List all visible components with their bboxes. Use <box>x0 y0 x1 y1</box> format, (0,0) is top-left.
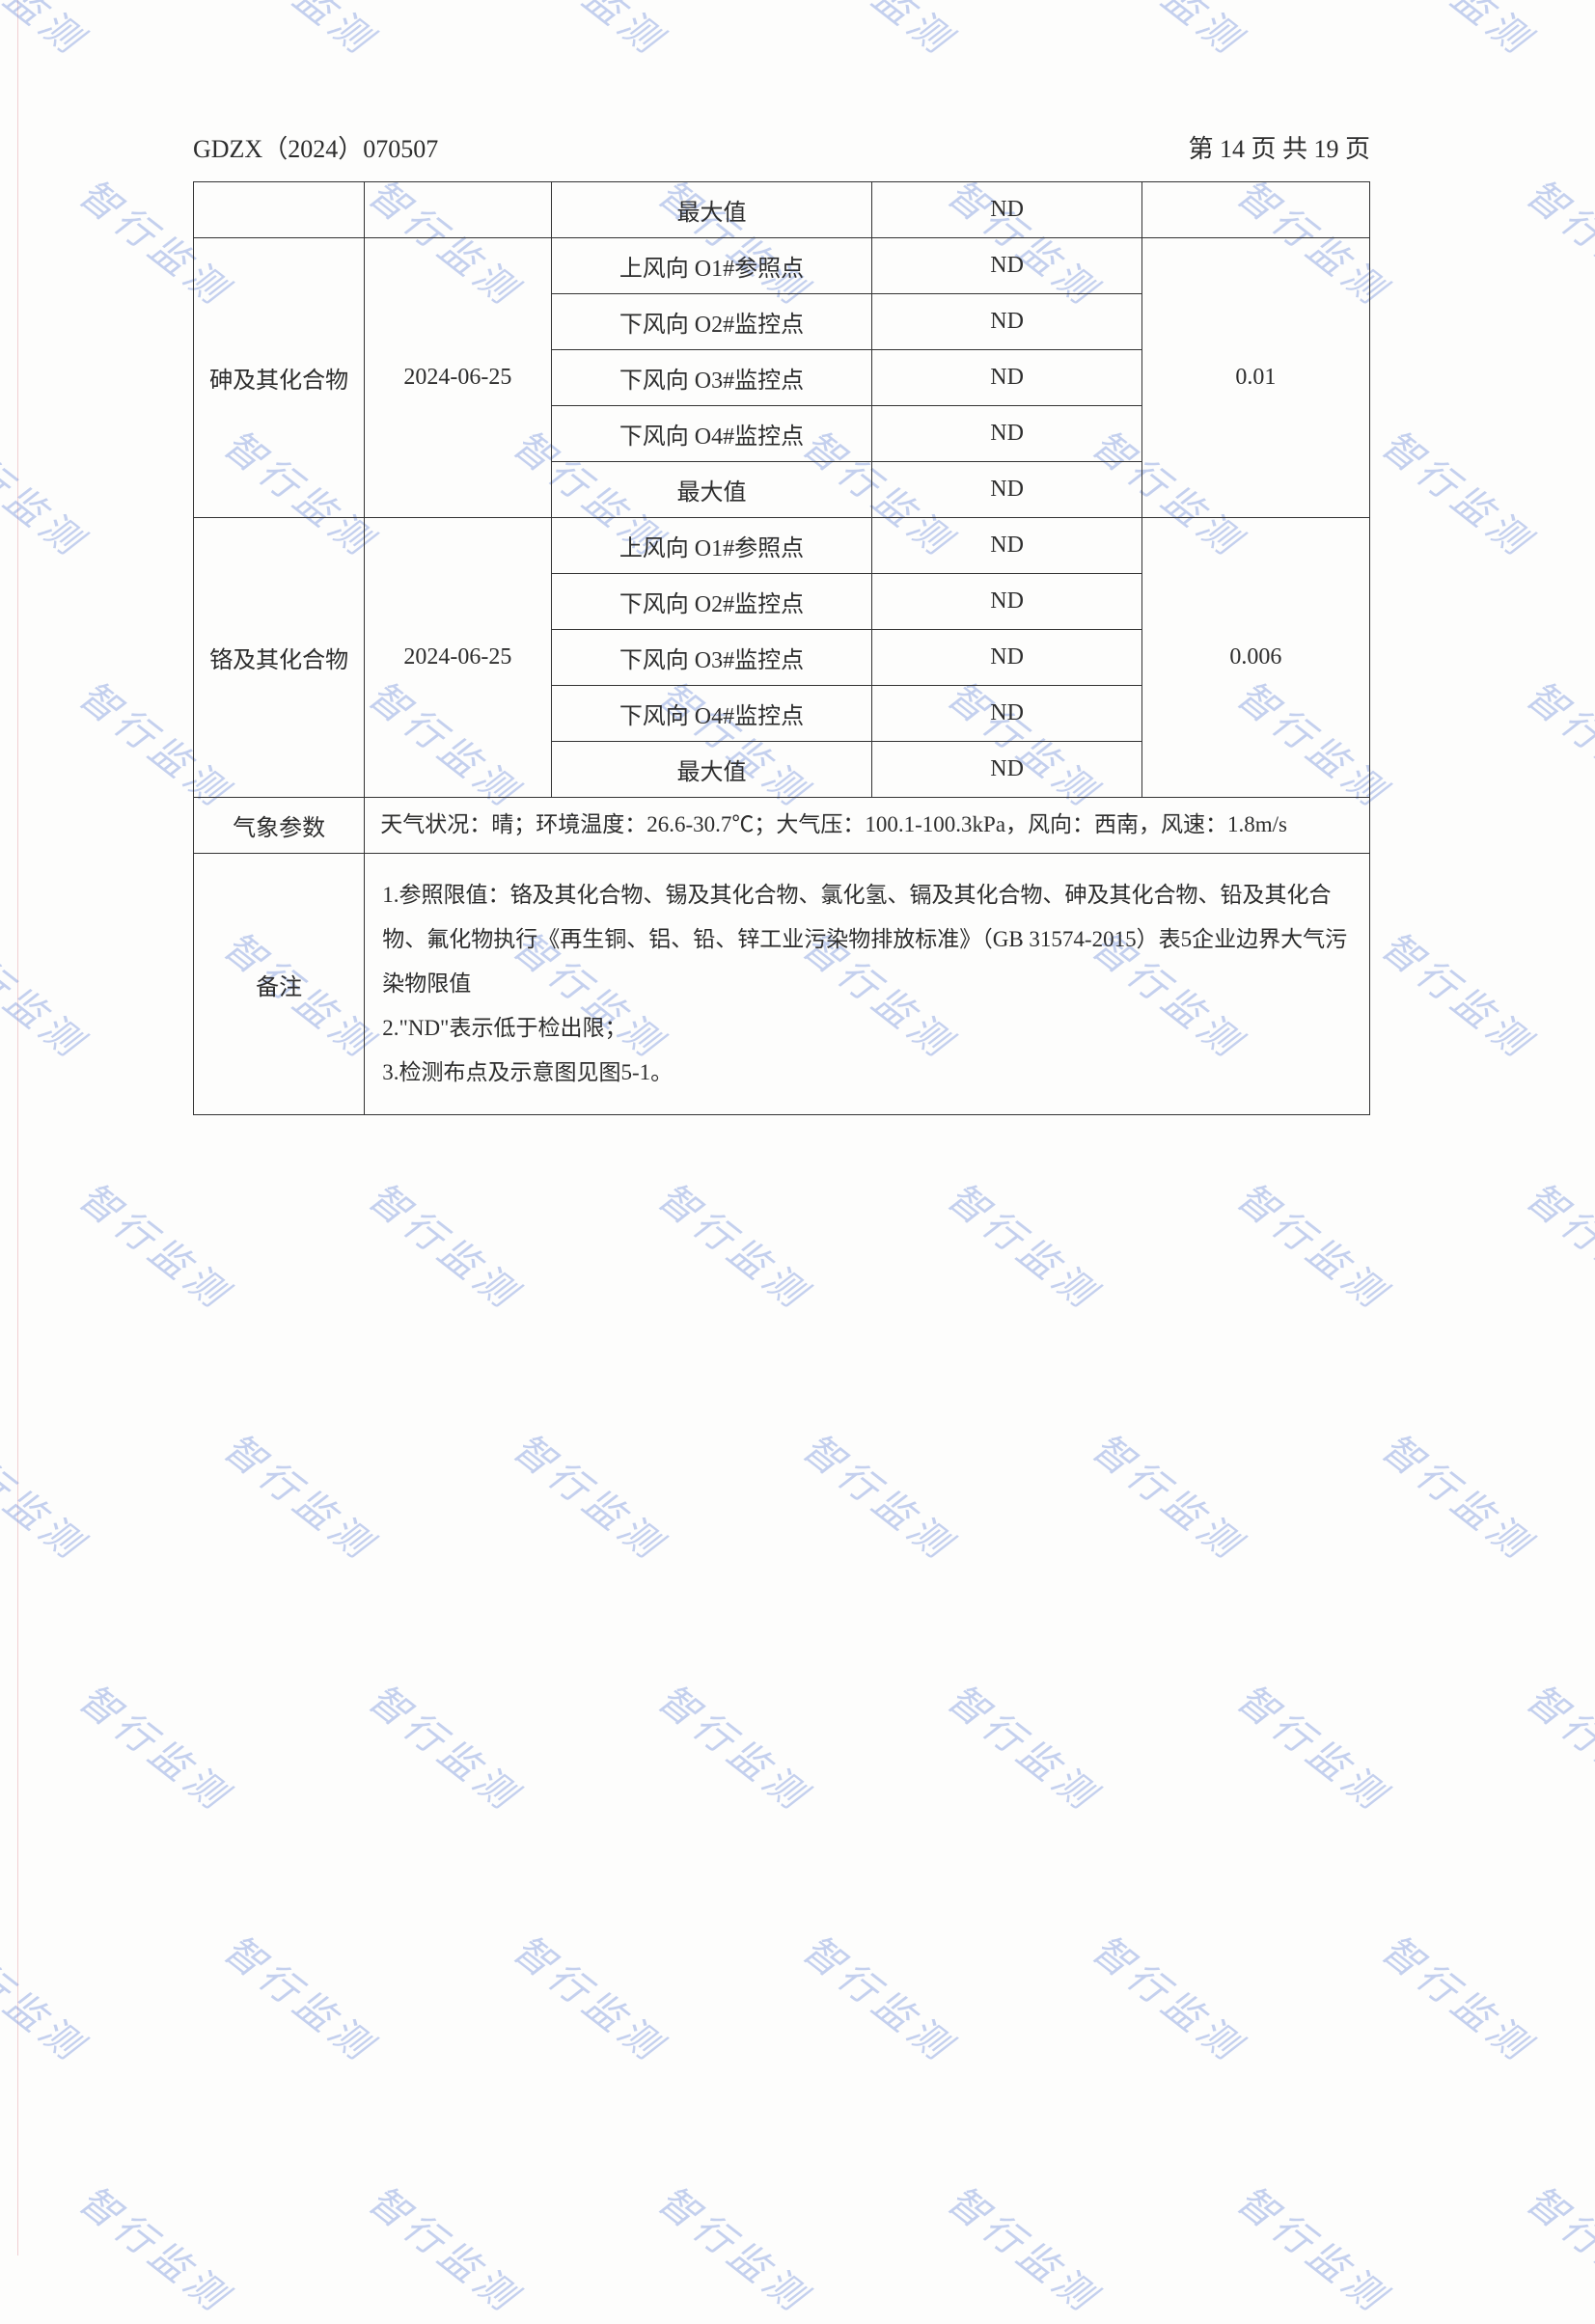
watermark-text: 智行监测 <box>359 1167 534 1321</box>
watermark-text: 智行监测 <box>0 415 98 568</box>
cell-limit: 0.01 <box>1141 238 1369 518</box>
watermark-text: 智行监测 <box>1372 0 1547 66</box>
watermark-text: 智行监测 <box>504 1418 678 1572</box>
watermark-text: 智行监测 <box>69 1167 244 1321</box>
cell-point: 下风向 O3#监控点 <box>551 630 872 686</box>
watermark-text: 智行监测 <box>1517 1167 1595 1321</box>
cell-limit: 0.006 <box>1141 518 1369 798</box>
watermark-text: 智行监测 <box>1372 916 1547 1070</box>
cell-result: ND <box>872 630 1141 686</box>
watermark-text: 智行监测 <box>1083 1920 1257 2073</box>
watermark-text: 智行监测 <box>1517 666 1595 819</box>
watermark-text: 智行监测 <box>0 1418 98 1572</box>
cell-result: ND <box>872 518 1141 574</box>
watermark-text: 智行监测 <box>504 1920 678 2073</box>
cell-param-empty <box>194 182 365 238</box>
watermark-text: 智行监测 <box>504 0 678 66</box>
watermark-text: 智行监测 <box>214 1920 389 2073</box>
watermark-text: 智行监测 <box>793 1920 968 2073</box>
watermark-text: 智行监测 <box>938 1669 1113 1822</box>
cell-point: 下风向 O4#监控点 <box>551 686 872 742</box>
watermark-text: 智行监测 <box>793 0 968 66</box>
cell-date: 2024-06-25 <box>365 238 551 518</box>
watermark-text: 智行监测 <box>1083 0 1257 66</box>
table-row: 最大值 ND <box>194 182 1370 238</box>
cell-param: 砷及其化合物 <box>194 238 365 518</box>
notes-value: 1.参照限值：铬及其化合物、锡及其化合物、氯化氢、镉及其化合物、砷及其化合物、铅… <box>365 854 1370 1115</box>
cell-param: 铬及其化合物 <box>194 518 365 798</box>
cell-point: 上风向 O1#参照点 <box>551 518 872 574</box>
document-id: GDZX（2024）070507 <box>193 129 438 165</box>
cell-point: 最大值 <box>551 182 872 238</box>
watermark-text: 智行监测 <box>648 1669 823 1822</box>
meteo-value: 天气状况：晴；环境温度：26.6-30.7℃；大气压：100.1-100.3kP… <box>365 798 1370 854</box>
watermark-text: 智行监测 <box>1372 1920 1547 2073</box>
cell-result: ND <box>872 742 1141 798</box>
cell-result: ND <box>872 406 1141 462</box>
watermark-text: 智行监测 <box>0 1920 98 2073</box>
watermark-text: 智行监测 <box>1227 1669 1402 1822</box>
cell-result: ND <box>872 462 1141 518</box>
watermark-text: 智行监测 <box>1517 1669 1595 1822</box>
results-table: 最大值 ND 砷及其化合物 2024-06-25 上风向 O1#参照点 ND 0… <box>193 181 1370 1115</box>
cell-date-empty <box>365 182 551 238</box>
cell-result: ND <box>872 182 1141 238</box>
watermark-text: 智行监测 <box>69 1669 244 1822</box>
cell-point: 下风向 O4#监控点 <box>551 406 872 462</box>
watermark-text: 智行监测 <box>1372 1418 1547 1572</box>
watermark-text: 智行监测 <box>359 1669 534 1822</box>
watermark-text: 智行监测 <box>1083 1418 1257 1572</box>
watermark-text: 智行监测 <box>0 0 98 66</box>
cell-point: 最大值 <box>551 462 872 518</box>
cell-result: ND <box>872 574 1141 630</box>
watermark-text: 智行监测 <box>793 1418 968 1572</box>
watermark-text: 智行监测 <box>0 916 98 1070</box>
watermark-text: 智行监测 <box>1227 2171 1402 2324</box>
meteo-row: 气象参数 天气状况：晴；环境温度：26.6-30.7℃；大气压：100.1-10… <box>194 798 1370 854</box>
notes-row: 备注 1.参照限值：铬及其化合物、锡及其化合物、氯化氢、镉及其化合物、砷及其化合… <box>194 854 1370 1115</box>
cell-result: ND <box>872 294 1141 350</box>
notes-line-1: 1.参照限值：铬及其化合物、锡及其化合物、氯化氢、镉及其化合物、砷及其化合物、铅… <box>382 873 1352 1006</box>
watermark-text: 智行监测 <box>648 2171 823 2324</box>
watermark-text: 智行监测 <box>938 2171 1113 2324</box>
watermark-text: 智行监测 <box>1372 415 1547 568</box>
table-row: 砷及其化合物 2024-06-25 上风向 O1#参照点 ND 0.01 <box>194 238 1370 294</box>
watermark-text: 智行监测 <box>1227 1167 1402 1321</box>
cell-result: ND <box>872 238 1141 294</box>
cell-point: 下风向 O3#监控点 <box>551 350 872 406</box>
notes-line-3: 3.检测布点及示意图见图5-1。 <box>382 1051 1352 1095</box>
watermark-text: 智行监测 <box>938 1167 1113 1321</box>
cell-point: 下风向 O2#监控点 <box>551 574 872 630</box>
cell-limit-empty <box>1141 182 1369 238</box>
page-number: 第 14 页 共 19 页 <box>1188 129 1370 165</box>
page-header: GDZX（2024）070507 第 14 页 共 19 页 <box>193 129 1370 165</box>
meteo-label: 气象参数 <box>194 798 365 854</box>
cell-point: 下风向 O2#监控点 <box>551 294 872 350</box>
watermark-text: 智行监测 <box>359 2171 534 2324</box>
cell-date: 2024-06-25 <box>365 518 551 798</box>
watermark-text: 智行监测 <box>69 2171 244 2324</box>
cell-result: ND <box>872 350 1141 406</box>
notes-line-2: 2."ND"表示低于检出限； <box>382 1006 1352 1051</box>
watermark-text: 智行监测 <box>214 1418 389 1572</box>
watermark-text: 智行监测 <box>1517 164 1595 317</box>
watermark-text: 智行监测 <box>214 0 389 66</box>
cell-point: 上风向 O1#参照点 <box>551 238 872 294</box>
table-row: 铬及其化合物 2024-06-25 上风向 O1#参照点 ND 0.006 <box>194 518 1370 574</box>
watermark-text: 智行监测 <box>1517 2171 1595 2324</box>
cell-result: ND <box>872 686 1141 742</box>
cell-point: 最大值 <box>551 742 872 798</box>
page-left-margin-line <box>17 0 18 2256</box>
notes-label: 备注 <box>194 854 365 1115</box>
watermark-text: 智行监测 <box>648 1167 823 1321</box>
